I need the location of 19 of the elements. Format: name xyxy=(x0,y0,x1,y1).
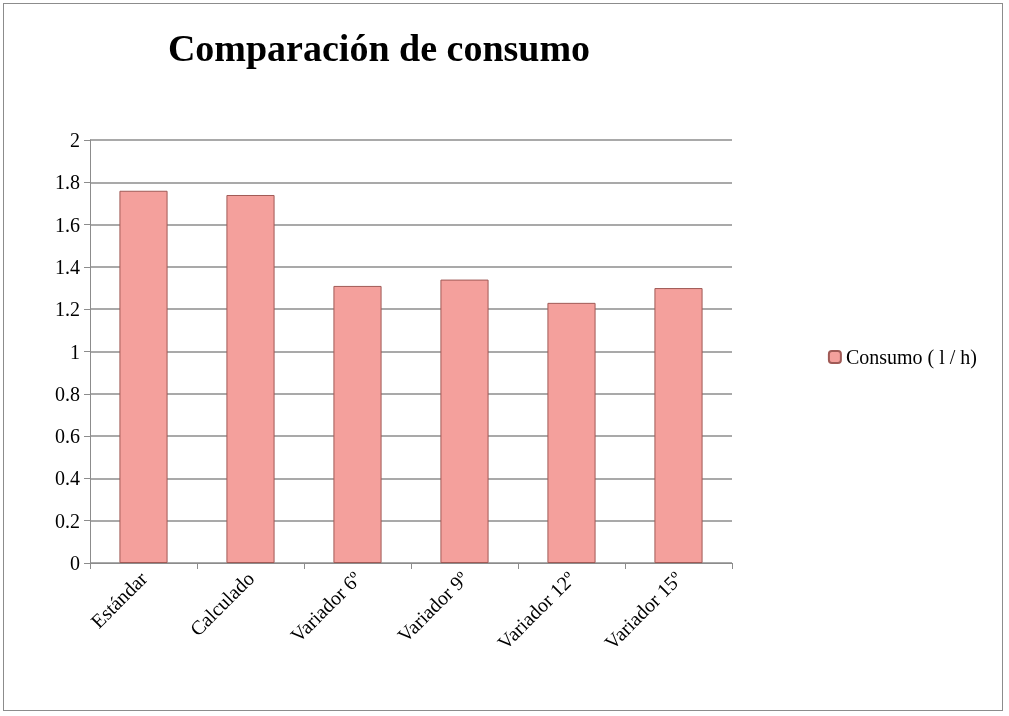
y-tick-label: 0 xyxy=(70,552,80,574)
y-tick-label: 1.2 xyxy=(55,298,80,321)
y-tick-label: 1.4 xyxy=(55,255,80,278)
y-tick-label: 0.8 xyxy=(55,382,80,405)
bar xyxy=(654,288,703,563)
bar xyxy=(440,279,489,563)
chart-title: Comparación de consumo xyxy=(167,27,591,69)
bar xyxy=(333,285,382,563)
y-tick-label: 1.8 xyxy=(55,171,80,194)
y-tick-label: 1.6 xyxy=(55,213,80,236)
bar xyxy=(226,194,275,563)
y-tick-label: 1 xyxy=(70,340,80,363)
bar xyxy=(547,302,596,563)
bar xyxy=(119,190,168,563)
y-tick-label: 0.4 xyxy=(55,467,80,490)
y-tick-label: 2 xyxy=(70,129,80,151)
legend-label: Consumo ( l / h) xyxy=(845,346,978,369)
y-tick-label: 0.6 xyxy=(55,425,80,448)
y-tick-label: 0.2 xyxy=(55,509,80,532)
